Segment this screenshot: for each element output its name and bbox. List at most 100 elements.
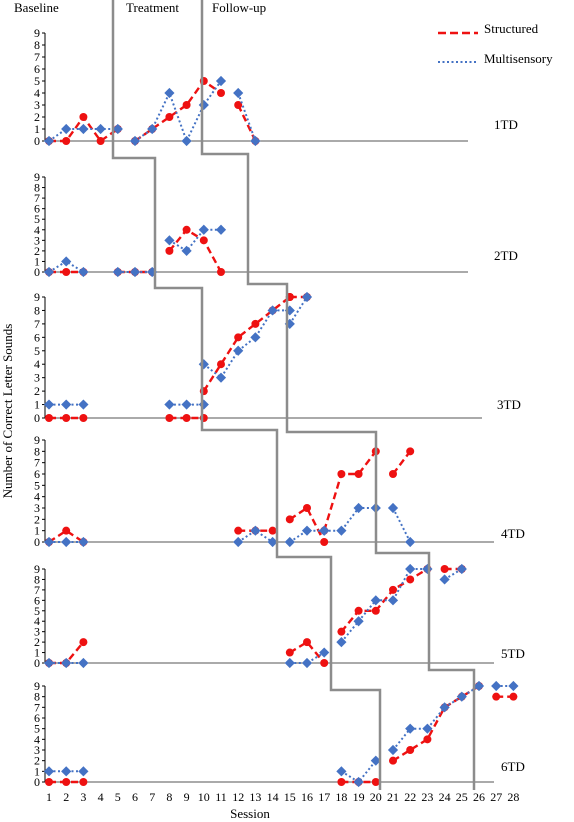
structured-data-point xyxy=(509,692,518,701)
structured-series-line xyxy=(289,506,326,543)
multisensory-data-point xyxy=(233,536,244,548)
structured-data-point xyxy=(62,137,71,145)
x-tick-label: 5 xyxy=(115,790,121,804)
y-tick-label: 4 xyxy=(34,732,40,746)
multisensory-data-point xyxy=(181,399,192,410)
structured-data-point xyxy=(79,638,88,647)
multisensory-data-point xyxy=(336,766,347,777)
x-tick-label: 8 xyxy=(166,790,172,804)
multisensory-data-point xyxy=(250,525,261,536)
structured-data-point xyxy=(371,606,380,615)
x-tick-label: 28 xyxy=(507,790,519,804)
structured-data-point xyxy=(406,575,415,584)
multisensory-data-point xyxy=(473,680,485,692)
x-tick-label: 24 xyxy=(439,790,451,804)
y-tick-label: 3 xyxy=(34,371,40,385)
multisensory-data-point xyxy=(78,123,89,135)
structured-data-point xyxy=(96,137,105,145)
structured-data-point xyxy=(62,526,71,535)
multisensory-data-point xyxy=(43,399,55,410)
y-tick-label: 1 xyxy=(34,254,40,268)
multisensory-data-point xyxy=(164,235,175,246)
y-tick-label: 8 xyxy=(34,181,40,195)
structured-data-point xyxy=(389,470,397,478)
y-tick-label: 2 xyxy=(34,512,40,526)
structured-data-point xyxy=(251,319,260,328)
y-tick-label: 1 xyxy=(34,646,40,660)
legend-label-multisensory: Multisensory xyxy=(484,51,553,66)
multisensory-data-point xyxy=(301,657,313,669)
structured-data-point xyxy=(234,526,243,535)
multisensory-data-point xyxy=(405,563,416,575)
structured-data-point xyxy=(234,333,243,342)
multisensory-data-point xyxy=(491,680,502,692)
multisensory-data-point xyxy=(147,123,158,135)
multisensory-data-point xyxy=(336,525,347,536)
y-tick-label: 5 xyxy=(34,604,40,618)
y-tick-label: 5 xyxy=(34,74,40,88)
y-tick-label: 1 xyxy=(34,398,40,412)
multisensory-data-point xyxy=(267,536,278,548)
y-tick-label: 3 xyxy=(34,625,40,639)
y-tick-label: 2 xyxy=(34,384,40,398)
multisensory-series-line xyxy=(289,529,325,543)
multisensory-data-point xyxy=(233,87,244,99)
structured-data-point xyxy=(165,113,174,121)
multisensory-data-point xyxy=(250,135,261,147)
multisensory-data-point xyxy=(387,595,399,606)
structured-data-point xyxy=(406,746,415,754)
multisensory-data-point xyxy=(456,691,467,702)
y-tick-label: 9 xyxy=(34,562,40,576)
structured-data-point xyxy=(303,504,311,512)
multisensory-data-point xyxy=(61,766,72,777)
multisensory-series-line xyxy=(168,228,221,253)
y-tick-label: 2 xyxy=(34,635,40,649)
legend-label-structured: Structured xyxy=(484,21,539,36)
x-tick-label: 16 xyxy=(301,790,313,804)
multisensory-series-line xyxy=(48,128,118,142)
x-tick-label: 2 xyxy=(63,790,69,804)
multisensory-data-point xyxy=(301,291,313,303)
x-tick-label: 20 xyxy=(370,790,382,804)
panel-label-5td: 5TD xyxy=(501,646,525,661)
multisensory-data-point xyxy=(95,123,106,135)
y-tick-label: 2 xyxy=(34,110,40,124)
x-tick-label: 13 xyxy=(249,790,261,804)
y-tick-label: 8 xyxy=(34,38,40,52)
structured-series-line xyxy=(168,228,223,273)
x-tick-label: 4 xyxy=(98,790,104,804)
multisensory-series-line xyxy=(134,80,222,144)
multisensory-data-point xyxy=(422,723,433,734)
y-tick-label: 1 xyxy=(34,524,40,538)
structured-data-point xyxy=(285,648,294,657)
phase-label-baseline: Baseline xyxy=(14,0,59,15)
x-tick-label: 7 xyxy=(149,790,155,804)
y-tick-label: 6 xyxy=(34,202,40,216)
structured-data-point xyxy=(303,638,311,647)
multisensory-data-point xyxy=(61,399,72,410)
multisensory-data-point xyxy=(61,123,72,135)
structured-series-line xyxy=(237,104,257,142)
multisensory-data-point xyxy=(215,224,227,235)
x-tick-label: 19 xyxy=(353,790,365,804)
structured-data-point xyxy=(268,526,277,535)
multisensory-data-point xyxy=(198,399,209,410)
x-tick-label: 23 xyxy=(421,790,433,804)
structured-data-point xyxy=(165,414,174,422)
y-tick-label: 5 xyxy=(34,344,40,358)
multisensory-data-point xyxy=(370,595,381,606)
structured-data-point xyxy=(371,778,380,786)
y-tick-label: 3 xyxy=(34,501,40,515)
x-tick-label: 17 xyxy=(318,790,330,804)
y-tick-label: 8 xyxy=(34,572,40,586)
phase-change-line-treatment xyxy=(111,0,382,790)
multisensory-data-point xyxy=(370,755,381,766)
multisensory-data-point xyxy=(198,99,209,111)
structured-data-point xyxy=(440,565,449,573)
multisensory-data-point xyxy=(422,563,433,575)
y-tick-label: 0 xyxy=(34,535,40,549)
x-tick-label: 15 xyxy=(284,790,296,804)
x-tick-label: 25 xyxy=(456,790,468,804)
y-tick-label: 4 xyxy=(34,86,40,100)
